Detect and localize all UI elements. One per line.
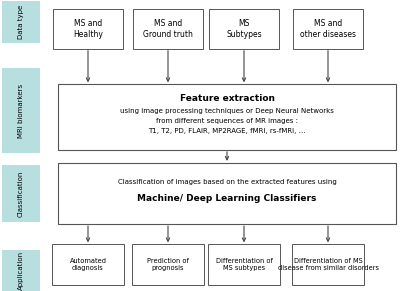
Text: Automated
diagnosis: Automated diagnosis <box>70 258 106 271</box>
Text: Differentiation of
MS subtypes: Differentiation of MS subtypes <box>216 258 272 271</box>
FancyBboxPatch shape <box>293 9 363 49</box>
Text: Machine/ Deep Learning Classifiers: Machine/ Deep Learning Classifiers <box>137 194 317 203</box>
FancyBboxPatch shape <box>132 244 204 285</box>
Text: MS and
other diseases: MS and other diseases <box>300 19 356 39</box>
Text: MRI biomarkers: MRI biomarkers <box>18 84 24 138</box>
FancyBboxPatch shape <box>292 244 364 285</box>
FancyBboxPatch shape <box>52 244 124 285</box>
Text: Data type: Data type <box>18 5 24 39</box>
FancyBboxPatch shape <box>208 244 280 285</box>
Text: Classification: Classification <box>18 170 24 217</box>
Text: MS and
Healthy: MS and Healthy <box>73 19 103 39</box>
Text: Prediction of
prognosis: Prediction of prognosis <box>147 258 189 271</box>
Text: T1, T2, PD, FLAIR, MP2RAGE, fMRI, rs-fMRI, …: T1, T2, PD, FLAIR, MP2RAGE, fMRI, rs-fMR… <box>148 128 306 134</box>
Text: MS and
Ground truth: MS and Ground truth <box>143 19 193 39</box>
Bar <box>2 165 40 222</box>
Bar <box>2 68 40 153</box>
FancyBboxPatch shape <box>58 84 396 150</box>
Text: Differentiation of MS
disease from similar disorders: Differentiation of MS disease from simil… <box>278 258 378 271</box>
Text: from different sequences of MR images :: from different sequences of MR images : <box>156 118 298 124</box>
Bar <box>2 1 40 43</box>
Text: Feature extraction: Feature extraction <box>180 94 274 103</box>
FancyBboxPatch shape <box>58 163 396 224</box>
Text: using image processing techniques or Deep Neural Networks: using image processing techniques or Dee… <box>120 108 334 114</box>
Bar <box>2 249 40 291</box>
FancyBboxPatch shape <box>133 9 203 49</box>
Text: MS
Subtypes: MS Subtypes <box>226 19 262 39</box>
FancyBboxPatch shape <box>209 9 279 49</box>
Text: Classification of images based on the extracted features using: Classification of images based on the ex… <box>118 180 336 185</box>
Text: Application: Application <box>18 251 24 290</box>
FancyBboxPatch shape <box>53 9 123 49</box>
